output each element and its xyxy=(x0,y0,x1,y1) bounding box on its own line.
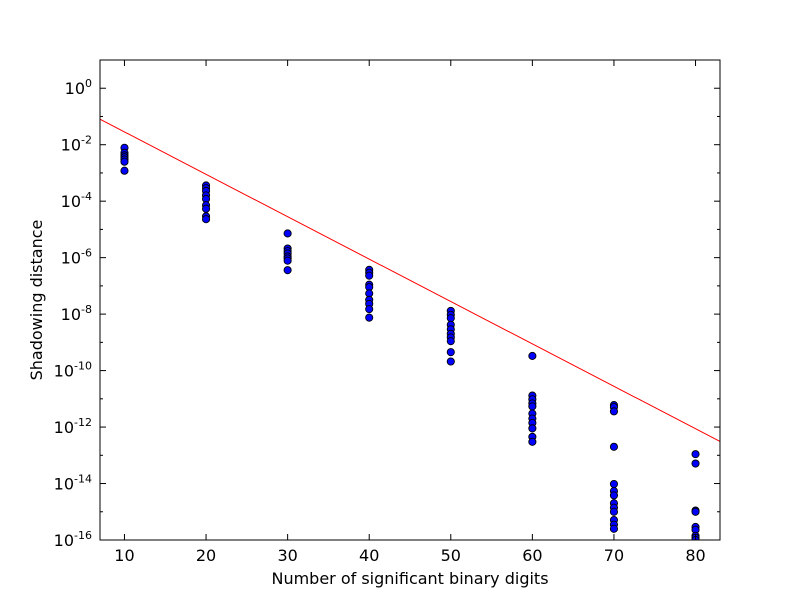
data-point xyxy=(609,491,618,500)
data-point xyxy=(528,424,537,433)
y-tick-label: 10-4 xyxy=(61,190,92,211)
x-tick-label: 40 xyxy=(359,546,379,565)
data-point xyxy=(283,229,292,238)
x-tick-label: 70 xyxy=(604,546,624,565)
data-point xyxy=(528,437,537,446)
data-point xyxy=(365,271,374,280)
data-point xyxy=(609,442,618,451)
data-point xyxy=(691,459,700,468)
x-tick-label: 10 xyxy=(114,546,134,565)
x-tick-label: 30 xyxy=(277,546,297,565)
y-tick-label: 10-6 xyxy=(61,247,92,268)
data-point xyxy=(365,305,374,314)
data-point xyxy=(446,357,455,366)
data-point xyxy=(528,402,537,411)
data-point xyxy=(283,266,292,275)
data-point xyxy=(283,256,292,265)
y-tick-label: 10-10 xyxy=(54,360,92,381)
axes: 10 20 30 40 50 60 70 80 100 10-2 10-4 10-6 10-8 10-10… xyxy=(54,59,721,565)
x-tick-label: 80 xyxy=(685,546,705,565)
y-tick-label: 10-14 xyxy=(54,473,92,494)
data-point xyxy=(691,507,700,516)
data-point xyxy=(365,313,374,322)
y-tick-label: 100 xyxy=(65,77,92,98)
plot-marks xyxy=(100,118,720,540)
data-point xyxy=(446,337,455,346)
y-tick-label: 10-8 xyxy=(61,303,92,324)
data-point xyxy=(202,204,211,213)
x-tick-label: 20 xyxy=(196,546,216,565)
data-point xyxy=(528,351,537,360)
plot-frame xyxy=(99,59,721,541)
data-point xyxy=(691,450,700,459)
trend-line xyxy=(100,118,720,442)
y-tick-label: 10-12 xyxy=(54,416,92,437)
data-point xyxy=(446,314,455,323)
data-point xyxy=(120,157,129,166)
data-point xyxy=(446,348,455,357)
x-tick-label: 50 xyxy=(441,546,461,565)
y-tick-label: 10-2 xyxy=(61,134,92,155)
data-point xyxy=(202,215,211,224)
data-point xyxy=(609,507,618,516)
x-tick-label: 60 xyxy=(522,546,542,565)
y-tick-label: 10-16 xyxy=(54,529,92,550)
data-point xyxy=(120,166,129,175)
data-point xyxy=(609,479,618,489)
x-axis-title: Number of significant binary digits xyxy=(271,569,548,588)
data-point xyxy=(609,407,618,416)
data-point xyxy=(609,524,618,533)
y-axis-title: Shadowing distance xyxy=(27,220,46,381)
